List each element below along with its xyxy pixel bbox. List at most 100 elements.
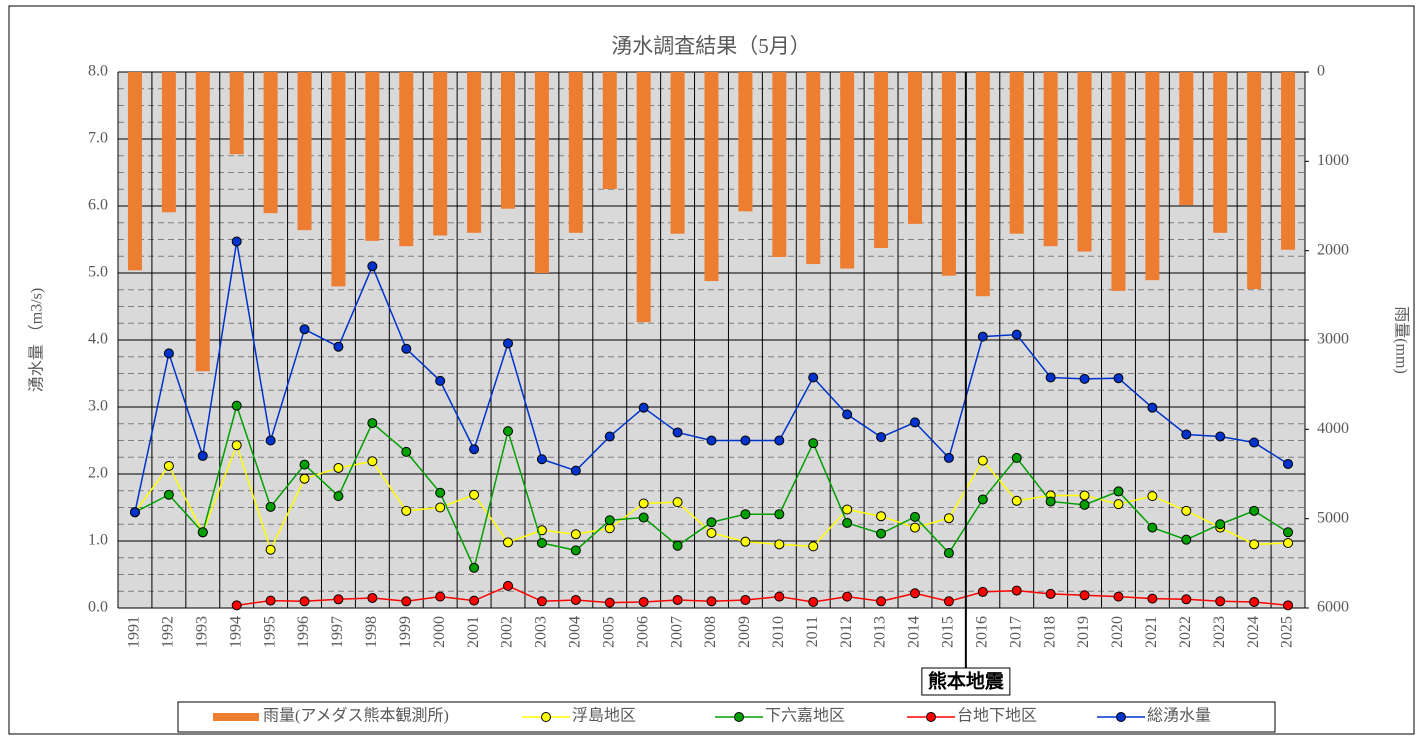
chart-title: 湧水調査結果（5月） <box>611 34 811 58</box>
bar <box>433 72 448 236</box>
series-marker <box>706 435 717 446</box>
y-tick-label: 7.0 <box>88 130 108 147</box>
x-tick-label: 2015 <box>940 616 957 648</box>
series-marker <box>333 341 344 352</box>
series-marker <box>1283 458 1294 469</box>
series-marker <box>1011 329 1022 340</box>
series-marker <box>1181 505 1192 516</box>
bar <box>602 72 617 190</box>
series-marker <box>774 509 785 520</box>
legend-label: 総湧水量 <box>1147 707 1211 725</box>
bar <box>772 72 787 257</box>
bar <box>704 72 719 282</box>
series-marker <box>1283 538 1294 549</box>
y-tick-label: 8.0 <box>88 63 108 80</box>
y2-tick-label: 6000 <box>1317 599 1349 616</box>
series-marker <box>570 465 581 476</box>
series-marker <box>1079 490 1090 501</box>
y-tick-label: 0.0 <box>88 599 108 616</box>
legend-marker <box>734 712 744 722</box>
series-marker <box>672 497 683 508</box>
series-marker <box>536 538 547 549</box>
annotation-box <box>921 667 1011 696</box>
series-marker <box>1045 496 1056 507</box>
series-marker <box>536 454 547 465</box>
series-marker <box>367 592 378 603</box>
bar <box>670 72 685 234</box>
series-marker <box>943 452 954 463</box>
series-marker <box>1079 590 1090 601</box>
series-marker <box>367 456 378 467</box>
series-marker <box>1113 591 1124 602</box>
series-marker <box>1011 585 1022 596</box>
x-tick-label: 1992 <box>160 616 177 648</box>
bar <box>1213 72 1228 233</box>
series-marker <box>1079 373 1090 384</box>
series-marker <box>1045 372 1056 383</box>
x-tick-label: 1996 <box>295 616 312 648</box>
legend-label: 雨量(アメダス熊本観測所) <box>263 707 449 725</box>
series-line <box>236 585 1289 607</box>
y2-tick-label: 2000 <box>1317 241 1349 258</box>
x-tick-label: 2006 <box>634 616 651 648</box>
series-marker <box>1181 429 1192 440</box>
bar <box>1281 72 1296 250</box>
series-marker <box>1147 593 1158 604</box>
y2-tick-label: 0 <box>1317 63 1325 80</box>
series-marker <box>1113 499 1124 510</box>
bar <box>907 72 922 224</box>
x-tick-label: 2008 <box>702 616 719 648</box>
series-marker <box>943 548 954 559</box>
bar <box>501 72 516 209</box>
series-marker <box>435 591 446 602</box>
series-marker <box>435 487 446 498</box>
y-tick-label: 4.0 <box>88 331 108 348</box>
series-marker <box>1147 402 1158 413</box>
y-tick-label: 3.0 <box>88 398 108 415</box>
series-marker <box>469 562 480 573</box>
series-marker <box>570 545 581 556</box>
series-marker <box>638 512 649 523</box>
series-marker <box>740 536 751 547</box>
bar <box>229 72 244 155</box>
series-marker <box>503 537 514 548</box>
x-tick-label: 2024 <box>1245 616 1262 648</box>
legend-label: 台地下地区 <box>957 707 1037 725</box>
x-tick-label: 1993 <box>193 616 210 648</box>
series-marker <box>265 501 276 512</box>
series-marker <box>163 460 174 471</box>
x-tick-label: 2021 <box>1143 616 1160 648</box>
bar <box>365 72 380 241</box>
series-marker <box>842 504 853 515</box>
series-marker <box>638 596 649 607</box>
series-marker <box>435 375 446 386</box>
series-marker <box>129 507 140 518</box>
series-marker <box>740 435 751 446</box>
series-marker <box>1045 588 1056 599</box>
series-marker <box>977 494 988 505</box>
y2-tick-label: 3000 <box>1317 331 1349 348</box>
bar <box>568 72 583 233</box>
y-tick-label: 2.0 <box>88 465 108 482</box>
bar <box>1043 72 1058 247</box>
bar <box>1111 72 1126 291</box>
series-marker <box>842 409 853 420</box>
x-tick-label: 2000 <box>431 616 448 648</box>
series-marker <box>876 432 887 443</box>
bar <box>1179 72 1194 206</box>
y-tick-label: 5.0 <box>88 264 108 281</box>
x-tick-label: 1999 <box>397 616 414 648</box>
series-marker <box>1215 519 1226 530</box>
series-marker <box>876 596 887 607</box>
bar <box>127 72 142 271</box>
series-marker <box>401 596 412 607</box>
bar <box>806 72 821 265</box>
bar <box>975 72 990 297</box>
y2-tick-label: 4000 <box>1317 420 1349 437</box>
series-marker <box>808 438 819 449</box>
x-tick-label: 2013 <box>872 616 889 648</box>
series-marker <box>570 594 581 605</box>
series-marker <box>604 431 615 442</box>
bar <box>297 72 312 231</box>
x-tick-label: 2023 <box>1211 616 1228 648</box>
